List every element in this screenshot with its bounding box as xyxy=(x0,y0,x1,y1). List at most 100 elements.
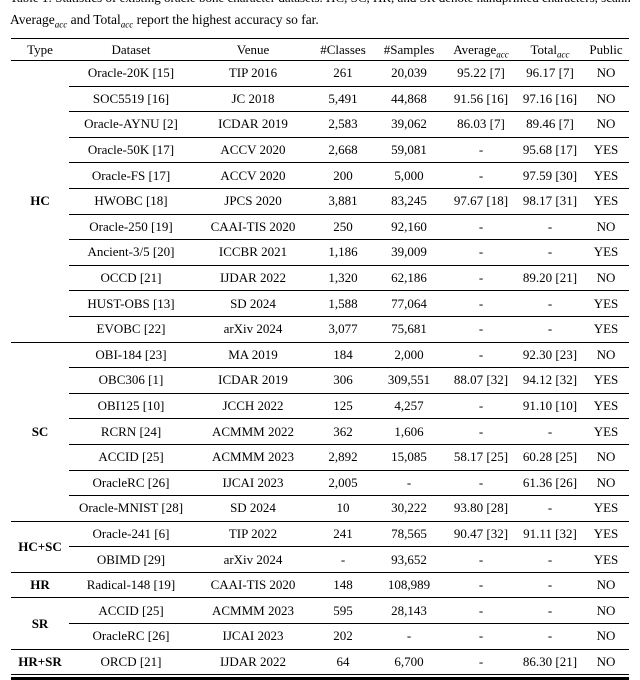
public-cell: NO xyxy=(583,341,629,368)
clipped-caption-line: Table 1: Statistics of existing oracle b… xyxy=(10,0,630,6)
classes-cell: 306 xyxy=(313,367,373,394)
total-acc-cell: 91.10 [10] xyxy=(517,392,583,419)
venue-cell: SD 2024 xyxy=(193,495,313,522)
venue-cell: IJCAI 2023 xyxy=(193,469,313,496)
venue-cell: ICDAR 2019 xyxy=(193,111,313,138)
classes-cell: 3,077 xyxy=(313,315,373,343)
col-header-venue: Venue xyxy=(193,38,313,61)
average-acc-cell: - xyxy=(445,136,517,163)
average-acc-cell: 90.47 [32] xyxy=(445,520,517,547)
table-row: OBIMD [29] arXiv 2024-93,652- - YES xyxy=(11,546,629,573)
venue-cell: IJDAR 2022 xyxy=(193,648,313,676)
classes-cell: 125 xyxy=(313,392,373,419)
table-row: SOC5519 [16] JC 2018 5,491 44,868 91.56 [16]… xyxy=(11,85,629,112)
header-subscript-acc: acc xyxy=(557,49,570,60)
total-acc-cell: - xyxy=(517,239,583,266)
table-row: EVOBC [22] arXiv 2024 3,077 75,681- - YES xyxy=(11,315,629,343)
samples-cell: 62,186 xyxy=(373,264,445,291)
col-header-average-acc: Averageacc xyxy=(445,38,517,61)
average-acc-cell: - xyxy=(445,469,517,496)
classes-cell: 250 xyxy=(313,213,373,240)
public-cell: YES xyxy=(583,418,629,445)
table-row: Oracle-MNIST [28] SD 2024 10 30,222 93.80 [2… xyxy=(11,495,629,522)
type-cell-sr: SR xyxy=(11,597,69,650)
samples-cell: - xyxy=(373,469,445,496)
header-label: Dataset xyxy=(111,41,151,57)
table-row: OBC306 [1] ICDAR 2019 306 309,551 88.07 [32]… xyxy=(11,367,629,394)
average-acc-cell: - xyxy=(445,341,517,368)
venue-cell: IJDAR 2022 xyxy=(193,264,313,291)
samples-cell: 6,700 xyxy=(373,648,445,676)
venue-cell: JC 2018 xyxy=(193,85,313,112)
header-label: Public xyxy=(589,41,623,57)
caption-segment: and Total xyxy=(67,12,121,27)
dataset-cell: OracleRC [26] xyxy=(69,469,193,496)
dataset-cell: SOC5519 [16] xyxy=(69,85,193,112)
classes-cell: 10 xyxy=(313,495,373,522)
venue-cell: arXiv 2024 xyxy=(193,315,313,343)
clipped-caption-text: Table 1: Statistics of existing oracle b… xyxy=(10,0,630,5)
classes-cell: - xyxy=(313,546,373,573)
classes-cell: 200 xyxy=(313,162,373,189)
samples-cell: 1,606 xyxy=(373,418,445,445)
public-cell: NO xyxy=(583,571,629,598)
average-acc-cell: - xyxy=(445,213,517,240)
venue-cell: arXiv 2024 xyxy=(193,546,313,573)
dataset-cell: RCRN [24] xyxy=(69,418,193,445)
average-acc-cell: 95.22 [7] xyxy=(445,60,517,87)
dataset-cell: Oracle-FS [17] xyxy=(69,162,193,189)
public-cell: YES xyxy=(583,136,629,163)
average-acc-cell: - xyxy=(445,623,517,650)
classes-cell: 64 xyxy=(313,648,373,676)
venue-cell: TIP 2022 xyxy=(193,520,313,547)
public-cell: NO xyxy=(583,264,629,291)
table-row: Oracle-AYNU [2] ICDAR 2019 2,583 39,062 86.0… xyxy=(11,111,629,138)
total-acc-cell: 98.17 [31] xyxy=(517,187,583,215)
venue-cell: MA 2019 xyxy=(193,341,313,368)
public-cell: NO xyxy=(583,111,629,138)
public-cell: YES xyxy=(583,392,629,419)
average-acc-cell: - xyxy=(445,315,517,343)
header-label: Average xyxy=(453,41,497,57)
samples-cell: 77,064 xyxy=(373,290,445,317)
total-acc-cell: - xyxy=(517,546,583,573)
caption-segment: report the highest accuracy so far. xyxy=(133,12,319,27)
venue-cell: ICCBR 2021 xyxy=(193,239,313,266)
total-acc-cell: - xyxy=(517,213,583,240)
header-subscript-acc: acc xyxy=(496,49,509,60)
venue-cell: ACMMM 2023 xyxy=(193,597,313,624)
classes-cell: 1,186 xyxy=(313,239,373,266)
public-cell: NO xyxy=(583,213,629,240)
venue-cell: ACCV 2020 xyxy=(193,136,313,163)
samples-cell: 5,000 xyxy=(373,162,445,189)
total-acc-cell: - xyxy=(517,315,583,343)
dataset-cell: Radical-148 [19] xyxy=(69,571,193,598)
average-acc-cell: - xyxy=(445,239,517,266)
samples-cell: 78,565 xyxy=(373,520,445,547)
venue-cell: ICDAR 2019 xyxy=(193,367,313,394)
classes-cell: 1,320 xyxy=(313,264,373,291)
header-label: #Samples xyxy=(383,41,435,57)
caption-subscript-acc: acc xyxy=(54,19,68,30)
table-row: OracleRC [26] IJCAI 2023 202- - - NO xyxy=(11,623,629,650)
samples-cell: 83,245 xyxy=(373,187,445,215)
samples-cell: 39,062 xyxy=(373,111,445,138)
table-header: Type Dataset Venue #Classes #Samples Averagea… xyxy=(11,38,629,61)
table-row: SR ACCID [25] ACMMM 2023 595 28,143- - NO xyxy=(11,597,629,650)
dataset-cell: HWOBC [18] xyxy=(69,187,193,215)
table-row: Oracle-FS [17] ACCV 2020 200 5,000-97.59 [3… xyxy=(11,162,629,189)
total-acc-cell: 86.30 [21] xyxy=(517,648,583,676)
samples-cell: 59,081 xyxy=(373,136,445,163)
col-header-public: Public xyxy=(583,38,629,61)
classes-cell: 241 xyxy=(313,520,373,547)
dataset-cell: Oracle-50K [17] xyxy=(69,136,193,163)
dataset-cell: Oracle-20K [15] xyxy=(69,60,193,87)
samples-cell: 44,868 xyxy=(373,85,445,112)
average-acc-cell: - xyxy=(445,648,517,676)
dataset-cell: OBI125 [10] xyxy=(69,392,193,419)
header-label: Type xyxy=(27,41,53,57)
public-cell: NO xyxy=(583,60,629,87)
table-row: ACCID [25] ACMMM 2023 2,892 15,085 58.17 [25… xyxy=(11,443,629,470)
total-acc-cell: 92.30 [23] xyxy=(517,341,583,368)
header-row: Type Dataset Venue #Classes #Samples Averagea… xyxy=(11,38,629,61)
